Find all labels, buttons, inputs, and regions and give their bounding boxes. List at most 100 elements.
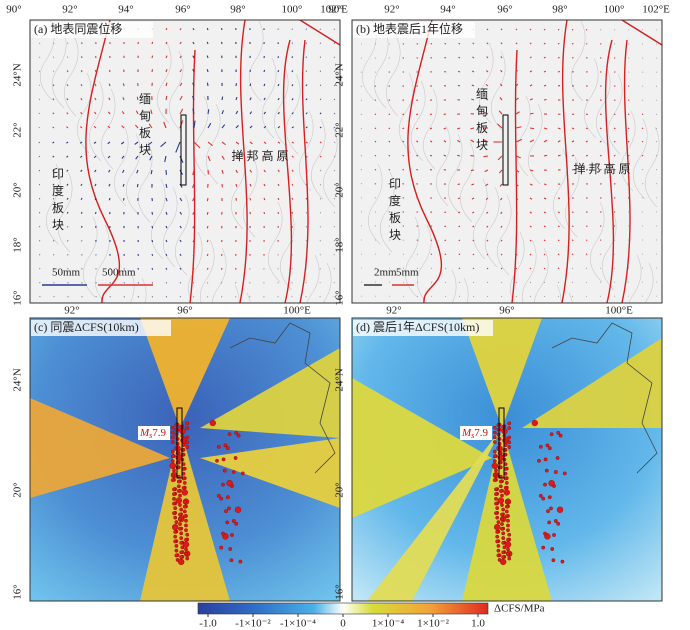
displacement-arrow xyxy=(163,121,167,129)
bottom-tick-label: 96° xyxy=(499,305,514,317)
displacement-arrow xyxy=(305,197,308,200)
displacement-arrow xyxy=(291,225,294,228)
aftershock xyxy=(497,451,502,456)
displacement-arrow xyxy=(249,83,252,87)
aftershock xyxy=(182,514,187,519)
aftershock xyxy=(494,511,498,516)
left-tick-label: 24°N xyxy=(334,63,346,86)
displacement-arrow xyxy=(429,154,433,157)
displacement-arrow xyxy=(388,113,391,116)
terrain xyxy=(416,224,432,303)
left-tick-label: 24°N xyxy=(12,63,24,86)
displacement-arrow xyxy=(165,69,168,73)
aftershock xyxy=(170,449,175,454)
aftershock xyxy=(175,437,180,441)
displacement-arrow xyxy=(305,70,308,73)
displacement-arrow xyxy=(192,225,195,229)
displacement-arrow xyxy=(207,281,209,284)
aftershock xyxy=(184,518,188,523)
displacement-arrow xyxy=(641,113,644,116)
displacement-arrow xyxy=(165,41,168,45)
displacement-arrow xyxy=(360,155,363,157)
displacement-arrow xyxy=(472,42,475,45)
panel-title: (b) 地表震后1年位移 xyxy=(356,21,463,36)
aftershock xyxy=(496,427,501,432)
displacement-arrow xyxy=(221,110,224,115)
terrain xyxy=(45,163,61,245)
colorbar-tick-label: -1.0 xyxy=(199,618,217,630)
aftershock xyxy=(172,501,176,506)
displacement-arrow xyxy=(529,112,534,115)
displacement-arrow xyxy=(500,28,503,31)
terrain xyxy=(484,186,500,268)
legend-label: 50mm xyxy=(52,267,81,279)
displacement-arrow xyxy=(122,83,125,87)
terrain xyxy=(398,72,414,154)
displacement-arrow xyxy=(557,281,560,283)
displacement-arrow xyxy=(263,211,266,215)
terrain xyxy=(367,163,383,245)
displacement-arrow xyxy=(529,56,532,59)
displacement-arrow xyxy=(515,111,520,115)
displacement-arrow xyxy=(500,56,503,59)
displacement-arrow xyxy=(543,281,546,284)
aftershock xyxy=(496,423,501,427)
terrain xyxy=(601,209,617,291)
displacement-arrow xyxy=(249,183,252,187)
displacement-arrow xyxy=(39,225,41,228)
top-tick-label: 90° xyxy=(328,4,343,16)
displacement-arrow xyxy=(319,225,321,228)
displacement-arrow xyxy=(599,113,602,116)
displacement-arrow xyxy=(571,239,574,242)
displacement-arrow xyxy=(192,41,195,45)
aftershock xyxy=(178,517,182,522)
displacement-arrow xyxy=(80,169,83,172)
aftershock xyxy=(224,509,228,514)
aftershock xyxy=(182,509,187,514)
aftershock xyxy=(228,547,233,551)
title-box xyxy=(353,320,493,336)
aftershock xyxy=(501,555,506,559)
terrain xyxy=(129,269,135,303)
displacement-arrow xyxy=(220,267,223,270)
displacement-arrow xyxy=(235,96,238,101)
aftershock xyxy=(179,550,184,555)
displacement-arrow xyxy=(164,155,167,163)
displacement-arrow xyxy=(515,126,522,129)
aftershock xyxy=(172,497,176,501)
displacement-arrow xyxy=(443,154,447,157)
displacement-arrow xyxy=(235,110,239,115)
displacement-arrow xyxy=(515,169,520,173)
aftershock xyxy=(173,530,178,534)
magnitude-part: 7.9 xyxy=(474,427,488,439)
left-tick-label: 16° xyxy=(12,584,24,599)
displacement-arrow xyxy=(430,281,433,283)
aftershock xyxy=(552,533,556,537)
aftershock xyxy=(221,482,225,487)
terrain xyxy=(273,65,289,147)
displacement-arrow xyxy=(263,125,267,129)
panel-title: (d) 震后1年ΔCFS(10km) xyxy=(356,320,479,334)
aftershock xyxy=(170,435,175,440)
magnitude-part: M xyxy=(461,427,472,439)
aftershock xyxy=(553,470,558,474)
aftershock xyxy=(500,493,504,498)
displacement-arrow xyxy=(108,169,111,173)
aftershock xyxy=(507,426,512,430)
displacement-arrow xyxy=(444,42,447,45)
displacement-arrow xyxy=(487,295,489,298)
displacement-arrow xyxy=(319,197,322,200)
displacement-arrow xyxy=(319,84,322,87)
aftershock xyxy=(178,512,182,517)
aftershock xyxy=(173,539,178,544)
displacement-arrow xyxy=(305,225,307,228)
aftershock xyxy=(178,526,182,531)
aftershock xyxy=(172,524,179,531)
terrain xyxy=(88,80,104,162)
aftershock xyxy=(185,440,190,445)
aftershock xyxy=(549,432,554,437)
aftershock xyxy=(173,534,178,539)
displacement-arrow xyxy=(627,140,630,143)
terrain xyxy=(533,247,549,303)
displacement-arrow xyxy=(263,169,266,173)
